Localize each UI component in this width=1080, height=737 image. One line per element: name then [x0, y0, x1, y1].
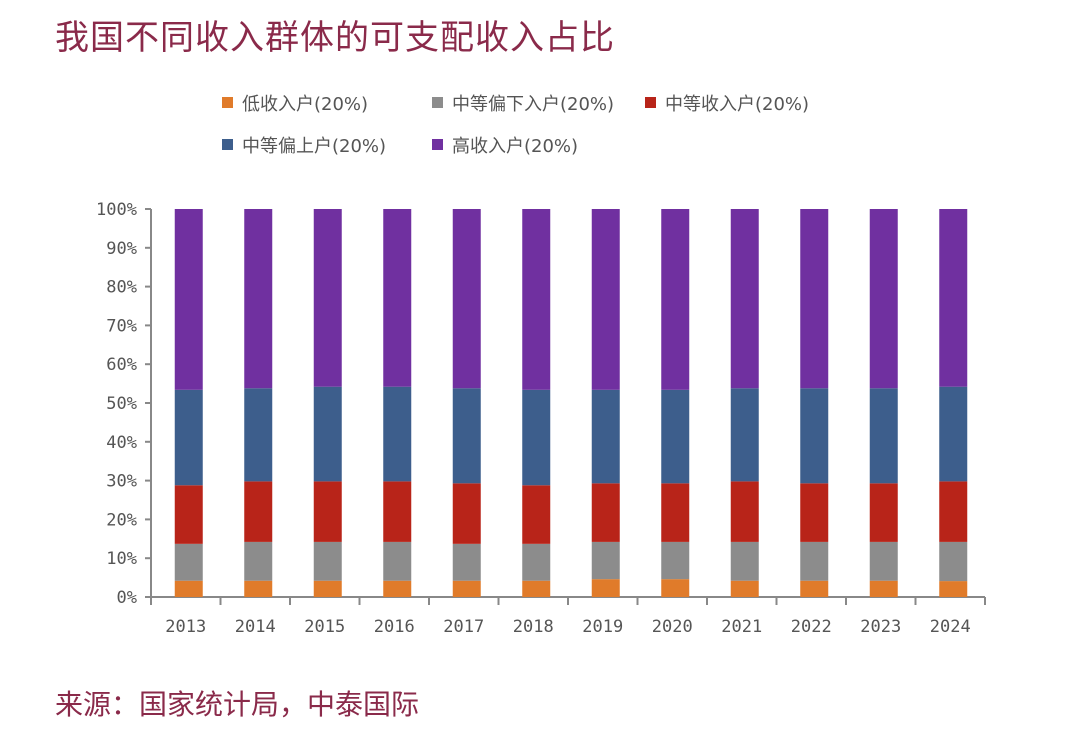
bar-segment	[730, 481, 759, 542]
x-tick-label: 2019	[582, 617, 623, 637]
x-tick-label: 2014	[235, 617, 276, 637]
y-tick-label: 10%	[106, 549, 137, 569]
bar-segment	[174, 485, 203, 544]
bar-segment	[591, 389, 620, 484]
bar-segment	[800, 541, 829, 581]
bar-segment	[800, 209, 829, 389]
bar-segment	[244, 580, 273, 597]
bar-segment	[452, 209, 481, 389]
bar-segment	[939, 209, 968, 387]
bar-segment	[174, 543, 203, 581]
bar-segment	[244, 209, 273, 389]
bar-segment	[869, 541, 898, 581]
x-tick-label: 2022	[791, 617, 832, 637]
bar-segment	[313, 386, 342, 482]
bar-segment	[383, 580, 412, 597]
bar-segment	[383, 541, 412, 581]
legend-label: 中等偏下入户(20%)	[452, 94, 614, 115]
bar-segment	[452, 483, 481, 544]
x-tick-label: 2024	[930, 617, 971, 637]
bar-segment	[661, 209, 690, 390]
bar-segment	[452, 388, 481, 484]
bar-segment	[591, 541, 620, 580]
bar-segment	[730, 209, 759, 389]
bar-segment	[869, 483, 898, 542]
source-note: 来源：国家统计局，中泰国际	[55, 688, 420, 721]
x-tick-label: 2018	[513, 617, 554, 637]
y-tick-label: 30%	[106, 472, 137, 492]
bar-segment	[174, 389, 203, 486]
bar-segment	[522, 485, 551, 544]
bar-segment	[800, 580, 829, 597]
y-tick-label: 40%	[106, 433, 137, 453]
bar-segment	[869, 388, 898, 484]
bar-segment	[591, 579, 620, 597]
x-tick-label: 2023	[860, 617, 901, 637]
x-tick-label: 2020	[652, 617, 693, 637]
bar-segment	[522, 389, 551, 486]
y-tick-label: 60%	[106, 355, 137, 375]
bar-segment	[383, 386, 412, 482]
bar-segment	[730, 580, 759, 597]
bar-segment	[244, 481, 273, 542]
bar-segment	[661, 483, 690, 542]
bar-segment	[452, 580, 481, 597]
chart-title: 我国不同收入群体的可支配收入占比	[55, 18, 615, 58]
bar-segment	[522, 543, 551, 581]
x-tick-label: 2021	[721, 617, 762, 637]
bar-segment	[452, 543, 481, 581]
legend-swatch	[432, 97, 443, 108]
x-tick-label: 2017	[443, 617, 484, 637]
bar-segment	[244, 388, 273, 482]
x-tick-label: 2016	[374, 617, 415, 637]
bar-segment	[800, 388, 829, 484]
bar-segment	[522, 580, 551, 597]
bar-segment	[939, 581, 968, 597]
legend-swatch	[222, 97, 233, 108]
bar-segment	[313, 541, 342, 581]
x-tick-label: 2013	[165, 617, 206, 637]
legend-swatch	[222, 139, 233, 150]
bar-segment	[174, 580, 203, 597]
legend-swatch	[432, 139, 443, 150]
bar-segment	[591, 483, 620, 542]
y-tick-label: 0%	[117, 588, 137, 608]
legend-label: 中等收入户(20%)	[665, 94, 809, 115]
legend-label: 中等偏上户(20%)	[242, 136, 386, 157]
bar-segment	[313, 209, 342, 387]
bar-segment	[313, 481, 342, 542]
bar-segment	[244, 541, 273, 581]
bar-segment	[174, 209, 203, 390]
legend-swatch	[645, 97, 656, 108]
bar-segment	[730, 388, 759, 482]
bar-segment	[869, 209, 898, 389]
y-tick-label: 100%	[96, 200, 137, 220]
bar-segment	[383, 209, 412, 387]
bar-segment	[939, 541, 968, 582]
bar-segment	[939, 386, 968, 482]
bar-segment	[661, 579, 690, 597]
bar-segment	[730, 541, 759, 581]
bar-segment	[383, 481, 412, 542]
bar-segment	[591, 209, 620, 390]
y-tick-label: 80%	[106, 278, 137, 298]
bar-segment	[869, 580, 898, 597]
legend-label: 低收入户(20%)	[242, 94, 368, 115]
bar-segment	[313, 580, 342, 597]
y-tick-label: 70%	[106, 316, 137, 336]
y-tick-label: 20%	[106, 510, 137, 530]
bar-segment	[800, 483, 829, 542]
bar-segment	[661, 389, 690, 484]
y-tick-label: 90%	[106, 239, 137, 259]
bar-segment	[661, 541, 690, 580]
y-tick-label: 50%	[106, 394, 137, 414]
bar-segment	[939, 481, 968, 542]
legend-label: 高收入户(20%)	[452, 136, 578, 157]
bar-segment	[522, 209, 551, 390]
x-tick-label: 2015	[304, 617, 345, 637]
